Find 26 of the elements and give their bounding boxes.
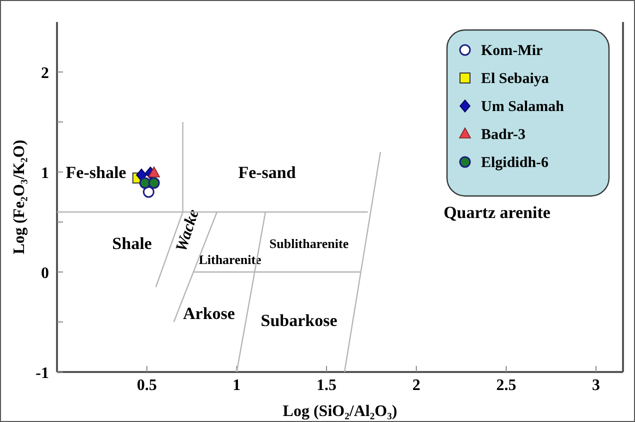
legend-label: Elgididh-6: [481, 155, 550, 171]
annotation: Subarkose: [260, 311, 338, 330]
y-tick-label: 1: [41, 165, 49, 182]
legend-label: Kom-Mir: [481, 43, 543, 59]
x-tick-label: 1: [232, 377, 241, 394]
annotation: Quartz arenite: [444, 203, 551, 222]
x-tick-label: 2.5: [496, 377, 516, 394]
x-tick-label: 2: [412, 377, 420, 394]
annotation: Sublitharenite: [269, 236, 349, 251]
x-tick-label: 3: [592, 377, 600, 394]
legend-label: Um Salamah: [481, 99, 565, 115]
annotation: Wacke: [172, 207, 202, 254]
x-tick-label: 1.5: [316, 377, 337, 394]
y-axis-title: Log (Fe₂O₃/K₂O): [11, 140, 28, 254]
x-axis-title: Log (SiO₂/Al₂O₃): [282, 403, 398, 420]
annotation: Litharenite: [198, 252, 262, 267]
annotation: Shale: [112, 234, 152, 253]
y-tick-label: -1: [36, 365, 49, 382]
legend-label: El Sebaiya: [481, 71, 550, 87]
y-tick-label: 2: [41, 65, 49, 82]
y-tick-label: 0: [41, 265, 49, 282]
annotation: Fe-shale: [66, 163, 127, 182]
legend-label: Badr-3: [481, 127, 526, 143]
x-tick-label: 0.5: [136, 377, 157, 394]
annotation: Arkose: [183, 304, 236, 323]
annotation: Fe-sand: [238, 163, 296, 182]
